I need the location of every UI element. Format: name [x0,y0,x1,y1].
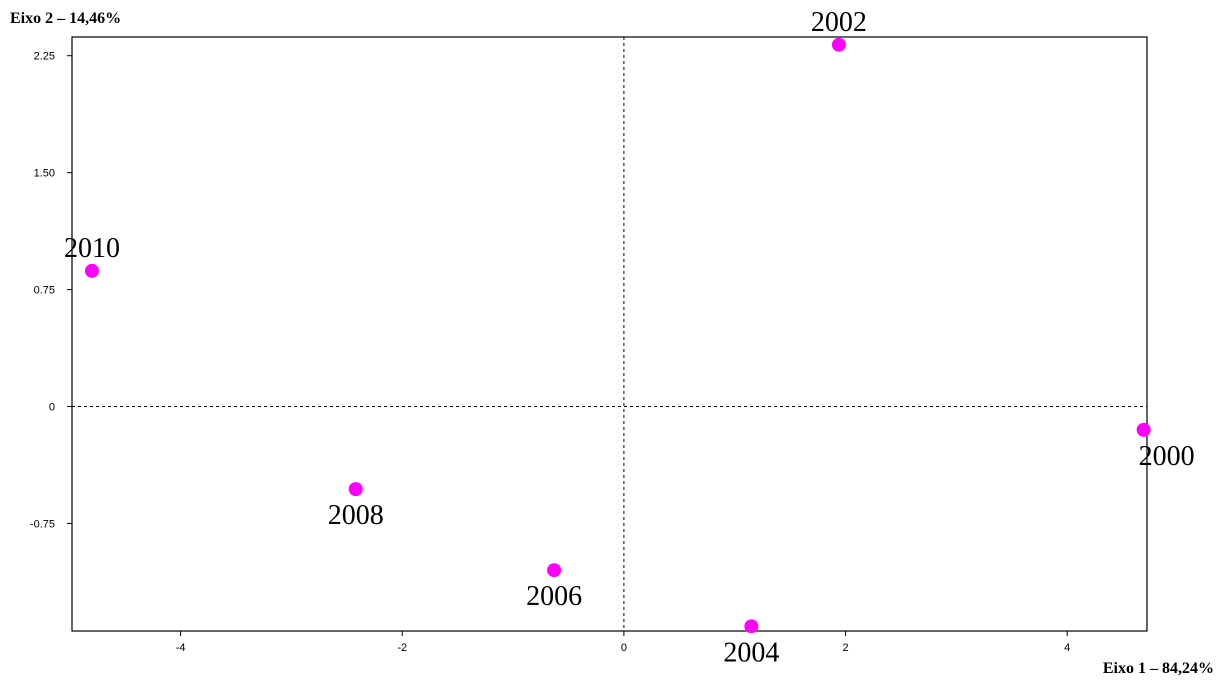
data-point-2010 [84,263,99,278]
x-tick-label: 0 [621,642,627,654]
data-points: 2000 2002 2004 2006 2008 2010 [64,7,1195,669]
y-axis-ticks: 2.25 1.50 0.75 0 -0.75 [30,51,72,530]
y-tick-label: 2.25 [34,51,55,63]
y-tick-label: 0 [49,401,55,413]
point-label-2004: 2004 [723,637,779,668]
data-point-2004 [744,619,759,634]
x-axis-ticks: -4 -2 0 2 4 [176,631,1070,654]
y-tick-label: 0.75 [34,285,55,297]
point-label-2010: 2010 [64,233,120,264]
y-axis-title: Eixo 2 – 14,46% [10,10,121,27]
x-tick-label: 4 [1064,642,1070,654]
y-tick-label: -0.75 [30,518,55,530]
x-tick-label: 2 [842,642,848,654]
data-point-2006 [547,563,562,578]
data-point-2000 [1136,422,1151,437]
y-tick-label: 1.50 [34,168,55,180]
data-point-2008 [348,482,363,497]
point-label-2006: 2006 [526,581,582,612]
x-tick-label: -4 [176,642,186,654]
point-label-2000: 2000 [1139,441,1195,472]
point-label-2002: 2002 [811,7,867,38]
data-point-2002 [831,37,846,52]
plot-frame [71,36,1148,632]
x-tick-label: -2 [397,642,407,654]
point-label-2008: 2008 [328,500,384,531]
x-axis-title: Eixo 1 – 84,24% [1103,660,1214,677]
